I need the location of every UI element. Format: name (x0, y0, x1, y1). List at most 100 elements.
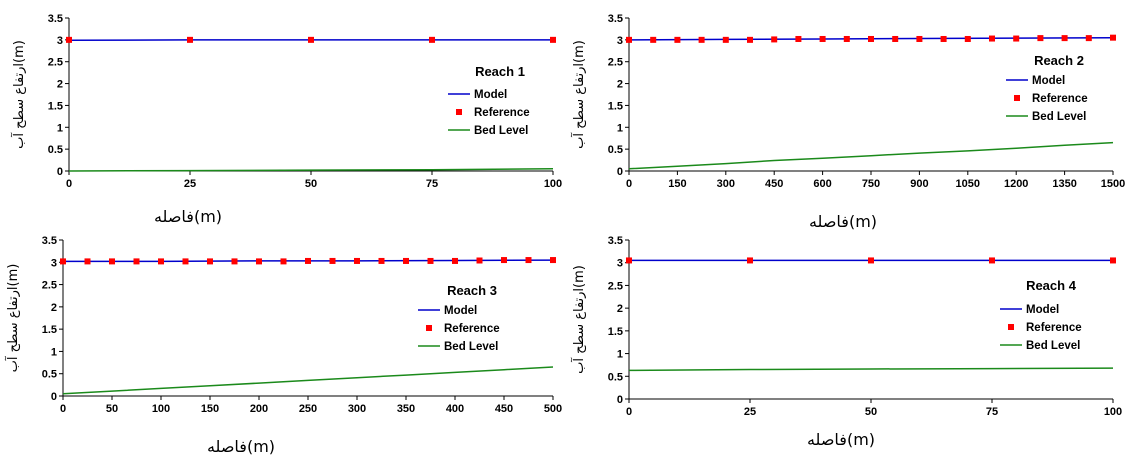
series-line-bed-level (628, 141, 1114, 170)
legend-swatch (456, 109, 462, 115)
x-tick-label: 1500 (1101, 178, 1125, 190)
x-tick-label: 75 (426, 178, 438, 190)
y-tick-label: 3.5 (48, 13, 63, 25)
reference-marker (109, 258, 115, 265)
chart-title: Reach 2 (1034, 53, 1084, 68)
legend-label: Bed Level (444, 341, 498, 353)
x-tick-label: 0 (66, 178, 72, 190)
reference-marker (133, 258, 140, 265)
x-tick-label: 0 (626, 406, 632, 418)
legend-label: Reference (444, 323, 500, 335)
x-tick-label: 50 (865, 406, 877, 418)
y-axis-label: ارتفاع سطح آب(m) (10, 40, 27, 149)
legend-label: Bed Level (474, 125, 528, 137)
x-tick-label: 50 (106, 403, 118, 415)
x-tick-label: 1050 (956, 178, 980, 190)
y-tick-label: 0 (617, 394, 623, 406)
reference-marker (722, 36, 729, 43)
x-tick-label: 100 (1104, 406, 1122, 418)
x-tick-label: 150 (201, 403, 219, 415)
y-tick-label: 3.5 (608, 13, 623, 25)
chart-panel-4: 0 0.5 1 1.5 2 2.5 3 3.5 0 25 50 75 100 Reach 4 Model Re… (570, 235, 1122, 449)
reference-marker (207, 258, 213, 265)
x-tick-label: 200 (250, 403, 268, 415)
legend-label: Model (444, 305, 477, 317)
reference-marker (964, 35, 971, 42)
reference-marker (256, 258, 262, 265)
y-tick-label: 1.5 (608, 326, 623, 338)
y-tick-label: 3.5 (42, 235, 57, 247)
reference-marker (280, 258, 287, 265)
legend-swatch (426, 325, 432, 331)
x-tick-label: 450 (495, 403, 513, 415)
y-tick-label: 3 (617, 258, 623, 270)
reference-marker (1110, 34, 1116, 41)
y-tick-label: 0.5 (42, 369, 57, 381)
x-axis-label: فاصله(m) (154, 207, 222, 226)
x-tick-label: 25 (184, 178, 196, 190)
reference-marker (626, 257, 632, 264)
chart-panel-2: 0 0.5 1 1.5 2 2.5 3 3.5 0 150 300 450 600 750 900 1050 1… (570, 13, 1125, 231)
y-axis-label: ارتفاع سطح آب(m) (570, 265, 587, 374)
reference-marker (989, 35, 995, 42)
y-tick-label: 0 (51, 391, 57, 403)
x-tick-label: 50 (305, 178, 317, 190)
x-tick-label: 500 (544, 403, 562, 415)
y-tick-label: 3 (617, 35, 623, 47)
reference-marker (989, 257, 995, 264)
reference-marker (354, 257, 360, 264)
legend-label: Bed Level (1026, 340, 1080, 352)
reference-marker (305, 257, 311, 264)
reference-marker (916, 35, 923, 42)
reference-marker (476, 257, 483, 264)
x-axis-label: فاصله(m) (807, 430, 875, 449)
y-tick-label: 3 (57, 35, 63, 47)
y-tick-label: 2.5 (608, 280, 623, 292)
reference-marker (403, 257, 409, 264)
legend-label: Model (1032, 75, 1065, 87)
reference-marker (1085, 35, 1092, 42)
y-tick-label: 1.5 (48, 100, 63, 112)
y-tick-label: 1 (617, 122, 623, 134)
x-tick-label: 25 (744, 406, 756, 418)
legend-label: Reference (1026, 322, 1082, 334)
series-line-bed-level (68, 168, 554, 172)
y-tick-label: 1 (617, 349, 623, 361)
y-tick-label: 2.5 (42, 280, 57, 292)
legend-label: Model (474, 89, 507, 101)
y-tick-label: 1.5 (608, 100, 623, 112)
x-tick-label: 350 (397, 403, 415, 415)
y-tick-label: 0.5 (48, 144, 63, 156)
reference-marker (1110, 257, 1116, 264)
chart-title: Reach 1 (475, 64, 525, 79)
x-axis-label: فاصله(m) (207, 437, 275, 456)
reference-marker (501, 257, 507, 264)
y-tick-label: 2 (617, 303, 623, 315)
reference-marker (525, 257, 532, 264)
reference-marker (182, 258, 189, 265)
series-line-bed-level (62, 366, 554, 395)
y-tick-label: 2.5 (608, 57, 623, 69)
reference-marker (550, 257, 556, 264)
chart-panel-1: 0 0.5 1 1.5 2 2.5 3 3.5 0 25 50 75 100 Reach 1 Model Re… (10, 13, 562, 226)
reference-marker (1037, 35, 1044, 42)
y-axis-label: ارتفاع سطح آب(m) (4, 264, 21, 373)
legend-label: Reference (1032, 93, 1088, 105)
x-tick-label: 1350 (1052, 178, 1076, 190)
reference-marker (84, 258, 91, 265)
legend-swatch (1014, 95, 1020, 101)
x-tick-label: 0 (626, 178, 632, 190)
y-tick-label: 1 (57, 122, 63, 134)
x-tick-label: 600 (813, 178, 831, 190)
y-axis-label: ارتفاع سطح آب(m) (570, 40, 587, 149)
reference-marker (158, 258, 164, 265)
x-tick-label: 300 (348, 403, 366, 415)
x-tick-label: 100 (152, 403, 170, 415)
reference-marker (452, 257, 458, 264)
y-tick-label: 2 (57, 79, 63, 91)
y-tick-label: 0 (57, 166, 63, 178)
x-tick-label: 300 (717, 178, 735, 190)
legend-label: Model (1026, 304, 1059, 316)
reference-marker (60, 258, 66, 265)
reference-marker (747, 257, 753, 264)
